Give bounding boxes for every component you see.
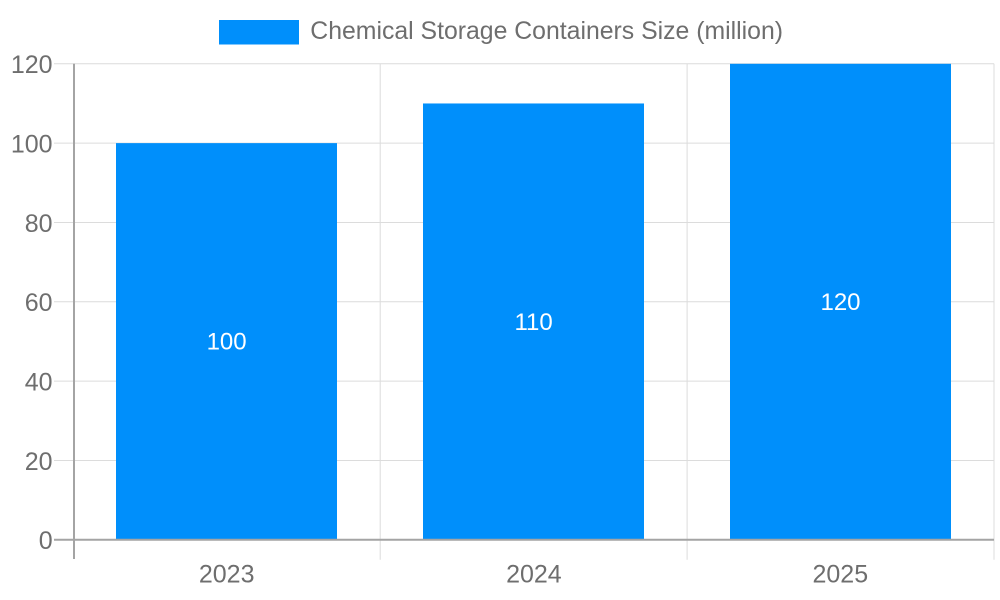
svg-text:120: 120 xyxy=(820,289,860,316)
svg-text:120: 120 xyxy=(11,51,53,79)
svg-text:Chemical Storage Containers Si: Chemical Storage Containers Size (millio… xyxy=(310,18,783,45)
svg-text:100: 100 xyxy=(11,131,53,159)
svg-text:110: 110 xyxy=(514,309,552,336)
svg-text:0: 0 xyxy=(39,527,53,555)
svg-text:80: 80 xyxy=(25,210,53,238)
svg-text:100: 100 xyxy=(207,328,247,355)
svg-text:60: 60 xyxy=(25,289,53,317)
svg-text:2024: 2024 xyxy=(506,560,562,588)
svg-text:40: 40 xyxy=(25,369,53,397)
svg-text:2023: 2023 xyxy=(199,560,255,588)
svg-text:2025: 2025 xyxy=(812,560,868,588)
svg-text:20: 20 xyxy=(25,448,53,476)
